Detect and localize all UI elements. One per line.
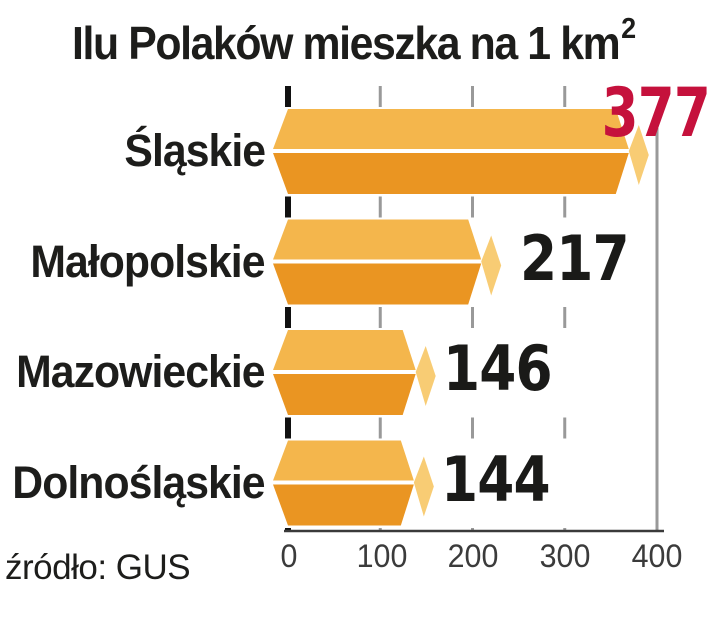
bar-bottom-face bbox=[273, 153, 629, 194]
value-label-dolnoslaskie: 144 bbox=[441, 442, 551, 516]
bar-top-face bbox=[273, 330, 416, 370]
bar-end-facet bbox=[481, 235, 502, 296]
chart-title: Ilu Polaków mieszka na 1 km 2 bbox=[72, 13, 636, 70]
x-axis-tick-label-100: 100 bbox=[356, 537, 408, 574]
bar-3 bbox=[273, 440, 434, 526]
bar-top-face bbox=[273, 219, 482, 260]
bar-top-face bbox=[273, 109, 629, 149]
x-axis-tick-label-300: 300 bbox=[539, 537, 591, 574]
category-label-slaskie: Śląskie bbox=[124, 125, 266, 176]
category-label-malopolskie: Małopolskie bbox=[30, 236, 266, 287]
value-label-mazowieckie: 146 bbox=[443, 331, 553, 405]
bar-2 bbox=[273, 330, 436, 415]
bar-0 bbox=[273, 109, 649, 194]
x-axis-tick-label-200: 200 bbox=[447, 537, 499, 574]
bar-bottom-face bbox=[273, 374, 416, 415]
bar-end-facet bbox=[413, 456, 434, 517]
bar-1 bbox=[273, 219, 502, 305]
x-axis-tick-label-0: 0 bbox=[280, 537, 298, 574]
bar-end-facet bbox=[415, 346, 436, 406]
value-label-malopolskie: 217 bbox=[520, 221, 630, 295]
category-label-dolnoslaskie: Dolnośląskie bbox=[12, 457, 266, 508]
category-label-mazowieckie: Mazowieckie bbox=[16, 346, 265, 397]
x-axis-tick-label-400: 400 bbox=[631, 537, 683, 574]
bar-top-face bbox=[273, 440, 414, 481]
bar-bottom-face bbox=[273, 263, 482, 305]
source-note: źródło: GUS bbox=[5, 548, 191, 587]
value-label-slaskie: 377 bbox=[601, 73, 711, 153]
bar-bottom-face bbox=[273, 484, 414, 526]
chart-title-text: Ilu Polaków mieszka na 1 km bbox=[72, 17, 621, 69]
bar-end-facet bbox=[628, 125, 649, 185]
